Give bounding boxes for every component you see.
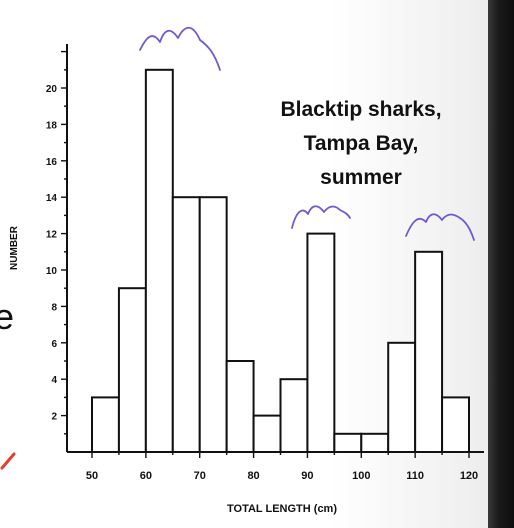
y-tick-label: 4 (51, 375, 57, 386)
x-tick-label: 70 (194, 470, 206, 482)
purple-annotation-arc-3 (405, 213, 475, 241)
x-tick-label: 90 (301, 470, 313, 482)
histogram-bar (144, 68, 174, 454)
y-tick-label: 18 (46, 120, 58, 131)
x-tick-label: 60 (140, 470, 152, 482)
x-tick-label: 100 (352, 470, 370, 482)
y-tick-label: 12 (46, 230, 58, 241)
histogram-bar (117, 287, 147, 454)
annotation-layer (139, 26, 475, 241)
y-tick-label: 20 (46, 84, 58, 95)
histogram-bar (279, 378, 309, 454)
y-tick-label: 14 (46, 193, 58, 204)
histogram-bar (225, 360, 255, 453)
y-tick-label: 6 (51, 339, 57, 350)
left-text-fragment: e (0, 296, 15, 337)
purple-annotation-arc-2 (291, 205, 351, 229)
histogram-bar (91, 396, 120, 453)
histogram-bar (333, 432, 363, 453)
x-tick-label: 50 (86, 470, 98, 482)
histogram-bar (198, 196, 228, 453)
red-annotation-mark (0, 452, 16, 470)
y-tick-label: 10 (46, 266, 58, 277)
chart-title-line-3: summer (320, 166, 402, 189)
chart-title-line-1: Blacktip sharks, (280, 98, 442, 121)
histogram-bar (252, 414, 282, 454)
background-dark-edge (488, 0, 514, 528)
histogram-bar (171, 196, 201, 453)
y-tick-label: 2 (51, 412, 57, 423)
histogram-bar (306, 232, 336, 453)
axes-layer: 2 4 6 8 10 12 14 16 18 20 50 60 70 80 90 100 110 120 TOTAL… (9, 44, 484, 515)
y-tick-label: 16 (46, 157, 58, 168)
histogram-bar (414, 250, 444, 453)
x-tick-label: 110 (406, 470, 424, 482)
x-axis-label: TOTAL LENGTH (cm) (227, 503, 337, 515)
histogram-bar (360, 432, 390, 453)
bars-layer (91, 68, 471, 454)
purple-annotation-arc-1 (139, 26, 221, 71)
histogram-bar (387, 341, 417, 453)
x-tick-label: 80 (247, 470, 259, 482)
histogram-bar (441, 396, 471, 453)
chart-title-line-2: Tampa Bay, (303, 132, 419, 155)
y-tick-label: 8 (51, 302, 57, 313)
x-tick-label: 120 (460, 470, 478, 482)
y-axis-label: NUMBER (9, 225, 20, 270)
